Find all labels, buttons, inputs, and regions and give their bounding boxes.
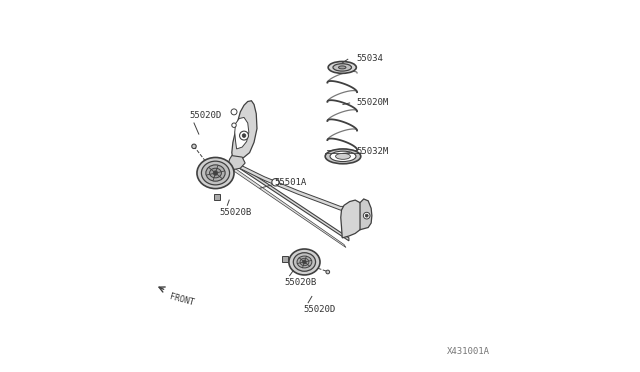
- Circle shape: [303, 260, 307, 264]
- Text: 55501A: 55501A: [275, 178, 307, 187]
- Ellipse shape: [339, 66, 346, 69]
- Polygon shape: [235, 118, 249, 149]
- Text: 55034: 55034: [356, 54, 383, 62]
- Text: 55020D: 55020D: [189, 111, 222, 120]
- Polygon shape: [360, 199, 372, 230]
- Polygon shape: [232, 161, 344, 210]
- Ellipse shape: [206, 165, 225, 181]
- Polygon shape: [232, 101, 257, 164]
- Ellipse shape: [300, 258, 309, 266]
- Ellipse shape: [330, 151, 356, 161]
- Text: X431001A: X431001A: [447, 347, 490, 356]
- Text: 55020M: 55020M: [356, 98, 388, 107]
- Ellipse shape: [333, 64, 351, 71]
- Polygon shape: [234, 168, 346, 247]
- Polygon shape: [340, 200, 364, 238]
- Ellipse shape: [335, 153, 350, 159]
- Text: 55020B: 55020B: [285, 278, 317, 287]
- Ellipse shape: [328, 61, 356, 73]
- Ellipse shape: [202, 161, 230, 185]
- Text: FRONT: FRONT: [168, 292, 195, 308]
- Circle shape: [364, 212, 370, 219]
- Circle shape: [213, 171, 218, 175]
- Ellipse shape: [197, 157, 234, 189]
- Text: 55020D: 55020D: [303, 305, 335, 314]
- Circle shape: [231, 109, 237, 115]
- Polygon shape: [235, 162, 349, 241]
- Circle shape: [242, 134, 246, 137]
- Ellipse shape: [209, 168, 221, 178]
- Circle shape: [272, 179, 279, 186]
- Circle shape: [326, 270, 330, 274]
- Ellipse shape: [293, 253, 316, 271]
- Polygon shape: [228, 155, 245, 169]
- Circle shape: [239, 131, 248, 140]
- Text: 55032M: 55032M: [356, 147, 388, 155]
- Ellipse shape: [325, 149, 361, 164]
- Ellipse shape: [297, 256, 312, 268]
- Ellipse shape: [289, 249, 320, 275]
- Text: 55020B: 55020B: [219, 208, 252, 217]
- Circle shape: [192, 144, 196, 148]
- Circle shape: [365, 214, 368, 217]
- Circle shape: [232, 123, 236, 128]
